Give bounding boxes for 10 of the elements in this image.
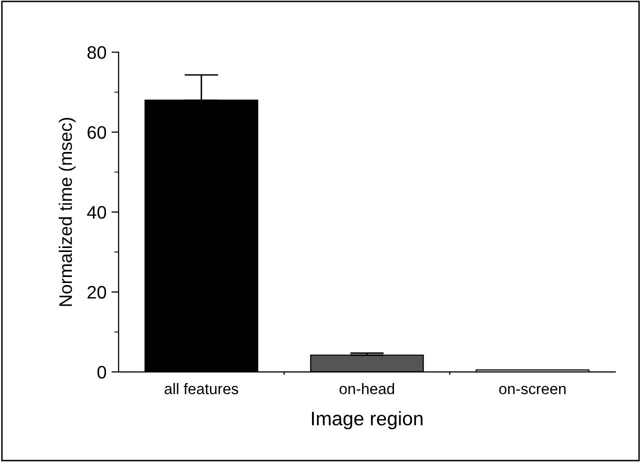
x-tick-label: on-head: [340, 383, 394, 394]
x-tick-label: all features: [164, 383, 238, 394]
y-tick-label: 60: [88, 126, 106, 139]
y-axis-title: Normalized time (msec): [58, 118, 76, 306]
x-tick-label: on-screen: [499, 386, 566, 394]
x-axis-title: Image region: [312, 411, 422, 430]
y-tick-label: 40: [87, 206, 106, 219]
y-tick-label: 80: [87, 46, 106, 59]
y-tick-label: 20: [88, 286, 106, 299]
y-tick-label: 0: [97, 366, 106, 379]
